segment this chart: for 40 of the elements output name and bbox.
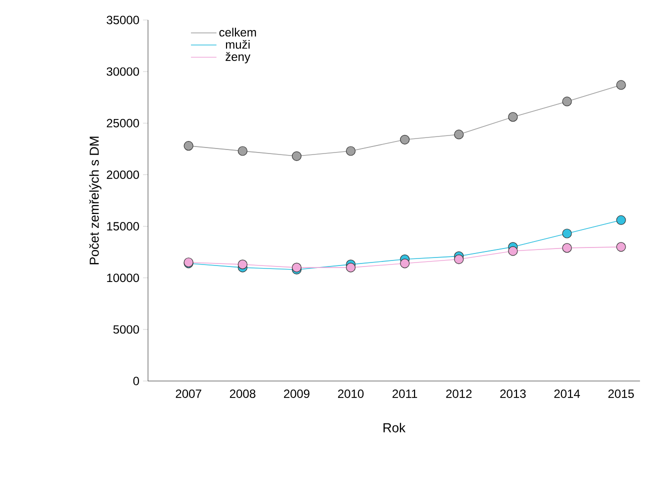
y-tick-label: 30000	[106, 67, 140, 76]
x-tick-label: 2009	[284, 390, 310, 398]
point	[562, 96, 572, 106]
x-tick-label: 2011	[392, 390, 418, 398]
y-tick-label: 5000	[113, 325, 140, 334]
x-tick-label: 2014	[554, 390, 580, 398]
point	[400, 258, 410, 268]
point	[346, 262, 356, 272]
point	[454, 254, 464, 264]
x-tick-label: 2015	[608, 390, 634, 398]
point	[346, 146, 356, 156]
x-tick-label: 2007	[176, 390, 202, 398]
y-tick-label: 20000	[106, 170, 140, 179]
point	[400, 134, 410, 144]
y-axis-title: Počet zemřelých s DM	[89, 136, 102, 264]
x-tick-label: 2010	[338, 390, 364, 398]
y-tick-label: 10000	[107, 274, 140, 282]
legend-label: ženy	[226, 52, 250, 64]
legend-label: celkem	[219, 28, 256, 37]
point	[292, 151, 302, 161]
point	[184, 141, 194, 151]
point	[616, 242, 626, 252]
point	[616, 80, 626, 90]
x-tick-label: 2012	[446, 390, 472, 398]
y-tick-label: 0	[133, 376, 140, 386]
point	[616, 215, 626, 225]
point	[454, 130, 464, 140]
x-tick-label: 2008	[230, 390, 256, 398]
point	[238, 260, 248, 270]
x-axis-title: Rok	[384, 422, 406, 432]
point	[238, 146, 248, 156]
y-tick-label: 15000	[107, 222, 140, 231]
point	[562, 228, 572, 238]
x-tick-label: 2013	[500, 390, 526, 398]
point	[508, 246, 518, 256]
point	[562, 243, 572, 253]
point	[508, 112, 518, 122]
legend-label: muži	[226, 40, 250, 49]
y-tick-label: 25000	[106, 118, 140, 128]
y-tick-label: 35000	[106, 16, 140, 24]
